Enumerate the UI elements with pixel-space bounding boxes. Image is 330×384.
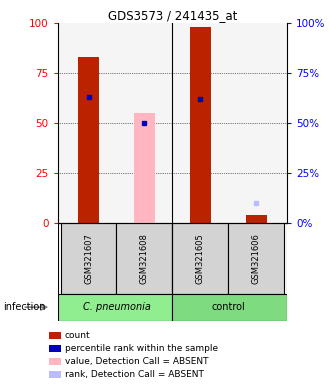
Bar <box>60 223 116 294</box>
Bar <box>190 27 211 223</box>
Bar <box>173 223 228 294</box>
Text: infection: infection <box>3 302 46 312</box>
Text: GSM321607: GSM321607 <box>84 233 93 284</box>
Bar <box>49 358 61 365</box>
Bar <box>78 57 99 223</box>
Text: control: control <box>212 302 245 312</box>
Bar <box>173 294 287 321</box>
Bar <box>49 332 61 339</box>
Text: C. pneumonia: C. pneumonia <box>82 302 150 312</box>
Bar <box>58 294 173 321</box>
Bar <box>246 215 267 223</box>
Bar <box>246 215 267 223</box>
Text: rank, Detection Call = ABSENT: rank, Detection Call = ABSENT <box>65 370 204 379</box>
Text: GSM321608: GSM321608 <box>140 233 149 284</box>
Text: percentile rank within the sample: percentile rank within the sample <box>65 344 218 353</box>
Text: GSM321606: GSM321606 <box>252 233 261 284</box>
Title: GDS3573 / 241435_at: GDS3573 / 241435_at <box>108 9 237 22</box>
Bar <box>49 345 61 352</box>
Text: value, Detection Call = ABSENT: value, Detection Call = ABSENT <box>65 357 208 366</box>
Bar <box>134 113 155 223</box>
Bar <box>116 223 173 294</box>
Text: GSM321605: GSM321605 <box>196 233 205 284</box>
Bar <box>228 223 284 294</box>
Bar <box>49 371 61 378</box>
Text: count: count <box>65 331 90 340</box>
